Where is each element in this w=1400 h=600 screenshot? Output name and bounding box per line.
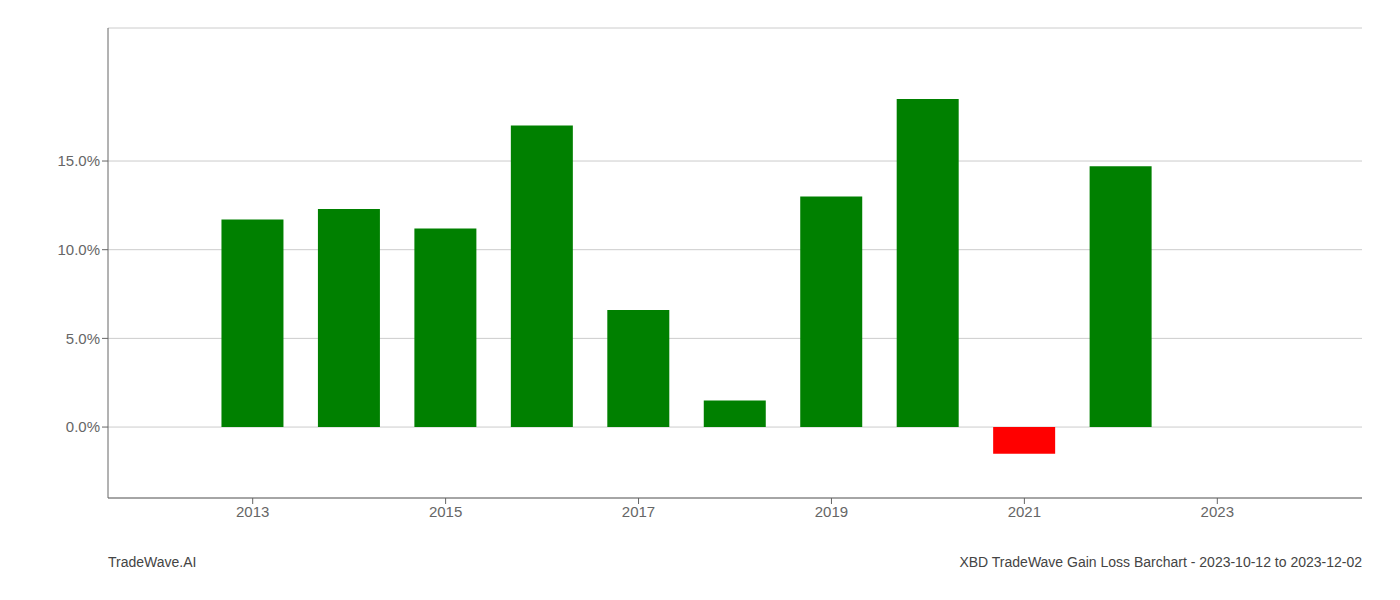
svg-text:2021: 2021	[1008, 503, 1041, 520]
svg-text:5.0%: 5.0%	[66, 330, 100, 347]
svg-text:2013: 2013	[236, 503, 269, 520]
svg-text:2023: 2023	[1201, 503, 1234, 520]
svg-text:0.0%: 0.0%	[66, 418, 100, 435]
html-text:XBD TradeWave Gain Loss Barcha: XBD TradeWave Gain Loss Barchart - 2023-…	[959, 554, 1362, 570]
svg-text:2015: 2015	[429, 503, 462, 520]
svg-text:15.0%: 15.0%	[57, 152, 100, 169]
svg-text:2017: 2017	[622, 503, 655, 520]
svg-text:10.0%: 10.0%	[57, 241, 100, 258]
svg-text:2019: 2019	[815, 503, 848, 520]
html-text:TradeWave.AI: TradeWave.AI	[108, 554, 197, 570]
